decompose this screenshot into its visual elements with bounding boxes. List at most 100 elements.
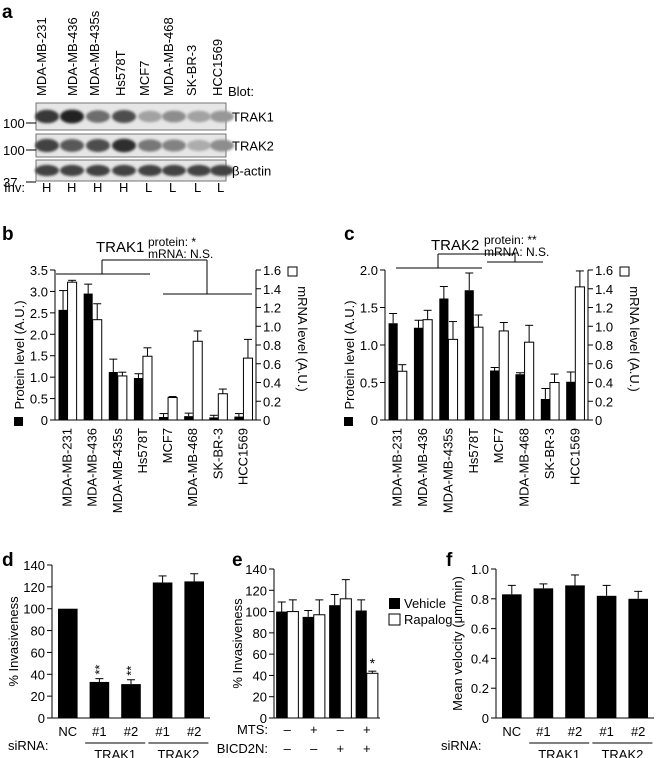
mrna-bar — [574, 286, 585, 421]
bar — [533, 588, 554, 718]
mts-value: – — [337, 722, 345, 737]
category-label: HCC1569 — [567, 428, 582, 485]
y-tick-label: 80 — [31, 624, 45, 639]
blot-band — [187, 110, 211, 123]
bicd2n-value: – — [284, 741, 292, 756]
bicd2n-value: – — [310, 741, 318, 756]
y-axis-label: % Invasiveness — [6, 596, 21, 687]
mrna-bar — [397, 370, 408, 421]
category-label: #2 — [568, 724, 582, 739]
mrna-bar — [447, 338, 459, 421]
y2-tick-label: 0.6 — [595, 357, 613, 372]
trak1-title: TRAK1 — [96, 239, 144, 256]
group-label: TRAK1 — [94, 747, 136, 758]
vehicle-legend-square — [389, 598, 400, 609]
y2-tick-label: 0.2 — [263, 394, 281, 409]
trak2-protein-stat: protein: ** — [484, 233, 537, 247]
d-sirna-label: siRNA: — [8, 738, 48, 753]
blot-band — [162, 110, 186, 123]
mrna-bar — [167, 397, 178, 421]
y2-tick-label: 1.0 — [263, 319, 281, 334]
category-label: MCF7 — [491, 428, 506, 463]
bar — [628, 598, 648, 718]
y-tick-label: 100 — [245, 605, 267, 620]
vehicle-bar — [355, 610, 367, 718]
y2-tick-label: 1.4 — [263, 282, 281, 297]
lane-label: MCF7 — [137, 61, 152, 96]
category-label: MDA-MB-468 — [185, 428, 200, 507]
group-label: TRAK2 — [601, 747, 643, 758]
category-label: #2 — [187, 724, 201, 739]
trak2-title: TRAK2 — [431, 237, 479, 254]
inv-value: H — [42, 180, 51, 195]
category-label: HCC1569 — [235, 428, 250, 485]
category-label: MDA-MB-468 — [517, 428, 532, 507]
protein-bar — [234, 416, 244, 420]
y2-axis-label: mRNA level (A.U.) — [627, 286, 642, 391]
y-tick-label: 20 — [253, 690, 267, 705]
lane-label: SK-BR-3 — [184, 45, 199, 96]
mw-marker: 37 — [3, 175, 17, 190]
protein-bar — [413, 327, 424, 420]
blot-name: TRAK1 — [232, 110, 274, 125]
mrna-legend-square — [287, 266, 298, 277]
y-tick-label: 20 — [31, 689, 45, 704]
mrna-bar — [549, 382, 560, 421]
inv-value: L — [194, 180, 201, 195]
significance-mark: ** — [92, 665, 107, 675]
protein-bar — [388, 323, 398, 420]
bar — [596, 595, 617, 718]
mrna-bar — [217, 393, 228, 421]
blot-band — [60, 139, 84, 152]
protein-bar — [515, 374, 525, 420]
bar — [152, 582, 173, 718]
lane-label: MDA-MB-231 — [34, 17, 49, 96]
blot-band — [138, 164, 162, 177]
trak1-mrna-stat: mRNA: N.S. — [148, 247, 213, 261]
y-tick-label: 0 — [41, 413, 48, 428]
vehicle-bar — [276, 611, 288, 718]
blot-band — [86, 139, 110, 152]
blot-band — [112, 110, 136, 123]
mrna-bar — [524, 341, 535, 421]
y-tick-label: 40 — [31, 667, 45, 682]
y-axis-label: Protein level (A.U.) — [12, 300, 27, 409]
trak1-protein-stat: protein: * — [148, 235, 196, 249]
panel-b-label: b — [2, 224, 14, 245]
bar — [565, 585, 585, 718]
y2-axis-label: mRNA level (A.U.) — [295, 286, 310, 391]
mrna-bar — [142, 355, 153, 421]
blot-band — [162, 139, 186, 152]
panel-d: d siRNA: 0 20 40 60 80 100 120 140 NC ** #1 ** #2 #1 #… — [2, 550, 210, 758]
category-label: #1 — [92, 724, 106, 739]
y2-tick-label: 0.8 — [263, 338, 281, 353]
rapalog-bar — [366, 672, 379, 719]
vehicle-legend-label: Vehicle — [404, 596, 446, 611]
panel-e: e 0 20 40 60 80 100 120 140 – – + – – + * + + MTS: BICD2N:… — [217, 550, 453, 756]
y2-tick-label: 0.6 — [263, 357, 281, 372]
mw-marker: 100 — [3, 143, 25, 158]
protein-bar — [464, 290, 474, 420]
y2-tick-label: 1.0 — [595, 319, 613, 334]
y-tick-label: 0.8 — [471, 592, 489, 607]
mts-value: + — [363, 722, 371, 737]
category-label: #1 — [536, 724, 550, 739]
lane-label: MDA-MB-435s — [87, 10, 102, 96]
blot-name: TRAK2 — [232, 139, 274, 154]
significance-mark: * — [370, 655, 376, 671]
y-tick-label: 1.0 — [30, 370, 48, 385]
blot-band — [138, 139, 162, 152]
panel-b: b TRAK1 protein: * mRNA: N.S. 0 0.5 1.0 1.5… — [2, 224, 310, 513]
blot-band — [187, 164, 211, 177]
y-tick-label: 1.5 — [30, 349, 48, 364]
category-label: #1 — [599, 724, 613, 739]
lane-label: MDA-MB-468 — [161, 17, 176, 96]
protein-bar — [540, 399, 550, 420]
blot-band — [210, 139, 234, 152]
y-tick-label: 100 — [23, 602, 45, 617]
y-tick-label: 40 — [253, 668, 267, 683]
bar — [58, 608, 78, 718]
category-label: Hs578T — [135, 428, 150, 474]
category-label: #2 — [124, 724, 138, 739]
blot-band — [162, 164, 186, 177]
